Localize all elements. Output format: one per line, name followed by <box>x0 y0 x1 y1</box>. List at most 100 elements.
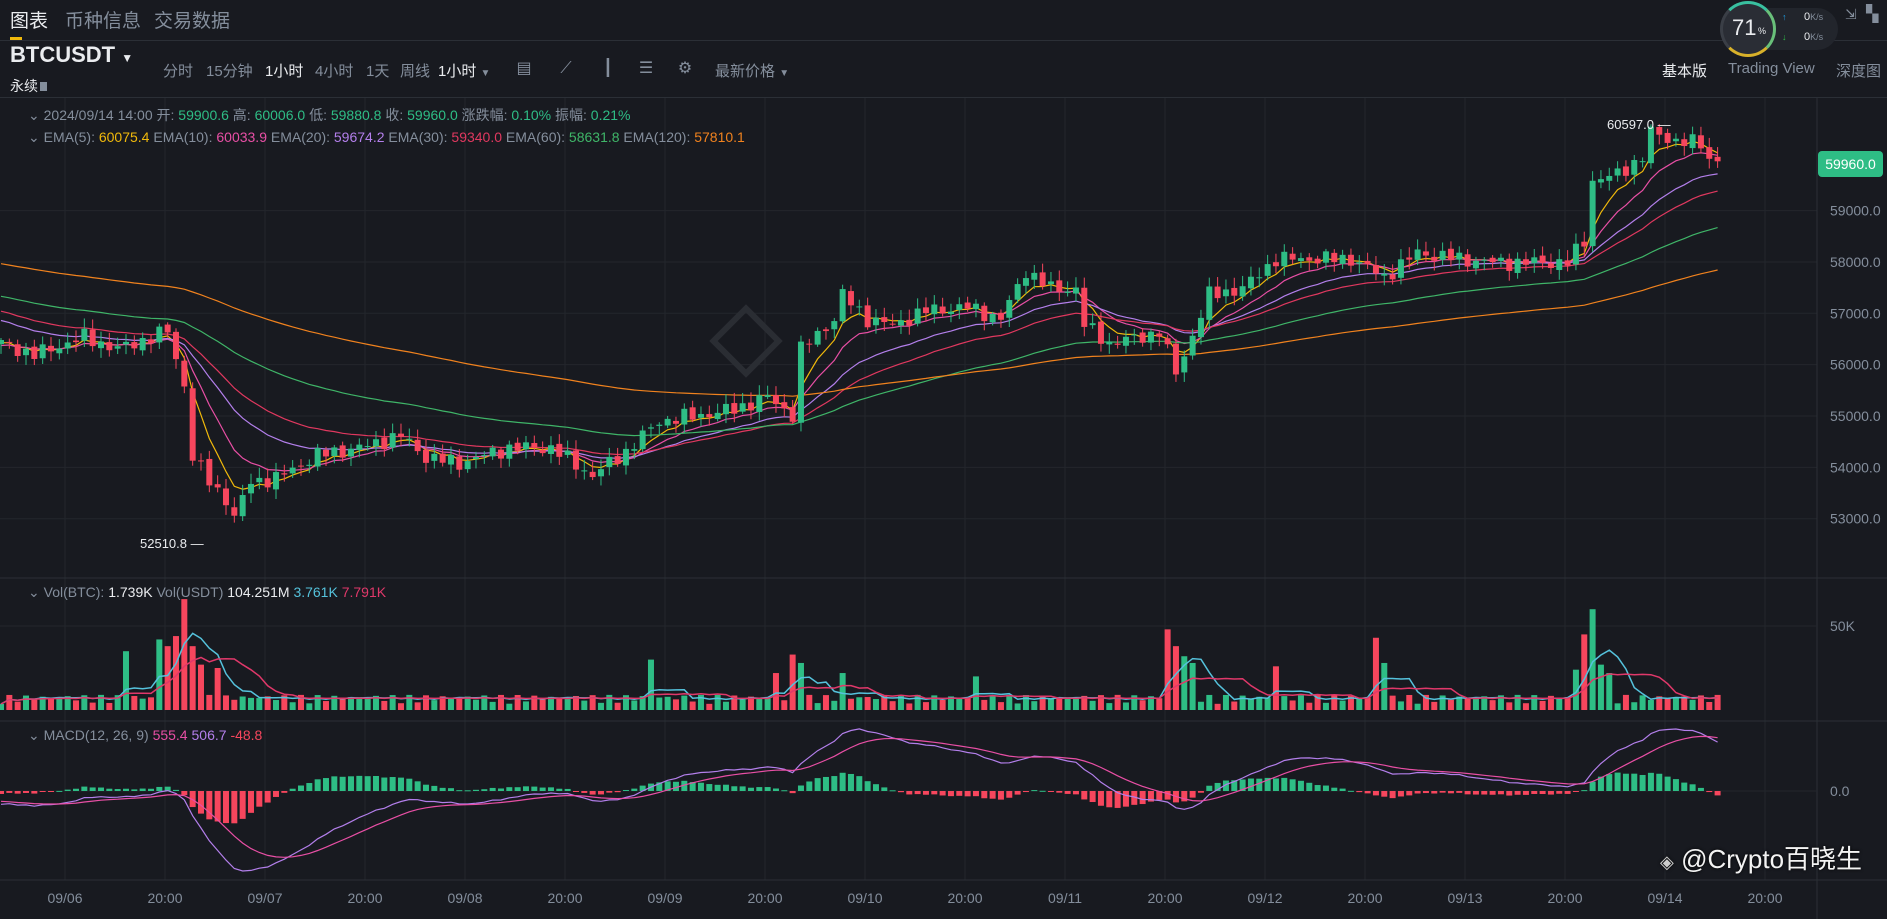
time-axis-label: 20:00 <box>1147 890 1182 906</box>
macd-label: MACD(12, 26, 9) <box>43 727 149 743</box>
interval-4h[interactable]: 4小时 <box>315 63 354 80</box>
volume-bar <box>839 673 846 710</box>
candle-body <box>1156 333 1163 337</box>
volume-bar <box>1281 696 1288 710</box>
ema30-label: EMA(30): <box>388 129 448 145</box>
view-basic[interactable]: 基本版 <box>1662 63 1708 80</box>
memory-gauge[interactable]: 71 % <box>1720 1 1776 57</box>
macd-histogram-bar <box>1464 791 1471 795</box>
volume-bar <box>872 699 879 710</box>
macd-histogram-bar <box>106 788 113 791</box>
candle-body <box>414 439 421 452</box>
macd-histogram-bar <box>1264 777 1271 791</box>
open-value: 59900.6 <box>178 107 229 123</box>
interval-dropdown[interactable]: 1小时 ▼ <box>438 60 490 81</box>
vol-btc-label: Vol(BTC): <box>43 584 105 600</box>
interval-15m[interactable]: 15分钟 <box>206 63 253 80</box>
candle-body <box>139 338 146 351</box>
candle-body <box>1581 241 1588 247</box>
interval-1d[interactable]: 1天 <box>366 63 390 80</box>
candle-body <box>847 291 854 306</box>
ema20-label: EMA(20): <box>270 129 330 145</box>
macd-histogram-bar <box>22 791 29 793</box>
candle-body <box>39 344 46 359</box>
macd-histogram-bar <box>1306 782 1313 791</box>
volume-bar <box>1206 694 1213 710</box>
candle-body <box>531 443 538 448</box>
macd-histogram-bar <box>572 791 579 792</box>
calendar-icon[interactable]: ▤ <box>516 60 532 77</box>
candle-body <box>1272 262 1279 267</box>
candle-body <box>1164 338 1171 345</box>
high-value: 60006.0 <box>254 107 306 123</box>
volume-bar <box>439 696 446 710</box>
candle-body <box>1239 286 1246 297</box>
interval-1w[interactable]: 周线 <box>400 63 431 80</box>
price-type-dropdown[interactable]: 最新价格 ▼ <box>715 60 789 81</box>
collapse-icon[interactable]: ⇲ <box>1845 6 1857 22</box>
macd-histogram-bar <box>1256 778 1263 791</box>
volume-bar <box>289 702 296 710</box>
macd-histogram-bar <box>689 782 696 791</box>
close-label: 收: <box>385 107 404 123</box>
candle-body <box>1139 332 1146 343</box>
volume-bar <box>1489 700 1496 710</box>
macd-histogram-bar <box>347 776 354 791</box>
tab-coin-info[interactable]: 币种信息 <box>65 11 142 32</box>
chevron-down-icon[interactable]: ⌄ <box>28 107 40 123</box>
view-tradingview[interactable]: Trading View <box>1728 60 1815 77</box>
chevron-down-icon[interactable]: ⌄ <box>28 584 40 600</box>
macd-histogram-bar <box>564 788 571 791</box>
volume-bar <box>1022 695 1029 710</box>
ema5-value: 60075.4 <box>98 129 150 145</box>
macd-histogram-bar <box>822 776 829 791</box>
macd-histogram-bar <box>431 785 438 791</box>
volume-bar <box>1289 700 1296 710</box>
volume-bar <box>139 698 146 710</box>
volume-bar <box>706 703 713 710</box>
interval-1h[interactable]: 1小时 <box>265 63 304 80</box>
vol-usdt-value: 104.251M <box>227 584 290 600</box>
macd-dea-line <box>0 735 1718 858</box>
symbol-selector[interactable]: BTCUSDT ▼ <box>10 42 133 68</box>
layout-icon[interactable]: ☰ <box>638 60 654 77</box>
candle-body <box>572 450 579 470</box>
price-axis-label: 57000.0 <box>1830 305 1881 321</box>
tab-chart[interactable]: 图表 <box>10 11 49 32</box>
candle-body <box>972 303 979 310</box>
volume-bar <box>181 599 188 710</box>
candle-body <box>1506 258 1513 271</box>
candle-body <box>289 467 296 474</box>
volume-bar <box>1656 696 1663 710</box>
volume-bar <box>1272 666 1279 710</box>
volume-bar <box>1347 696 1354 710</box>
candle-body <box>122 341 129 345</box>
macd-histogram-bar <box>1472 791 1479 795</box>
macd-histogram-bar <box>1081 791 1088 800</box>
candle-body <box>1064 291 1071 293</box>
macd-histogram-bar <box>756 787 763 791</box>
volume-bar <box>1322 702 1329 710</box>
view-depth[interactable]: 深度图 <box>1836 63 1882 80</box>
indicator-icon[interactable]: ⟋ <box>560 60 572 77</box>
vol-ma5-value: 3.761K <box>293 584 338 600</box>
candle-body <box>1681 139 1688 147</box>
macd-histogram-bar <box>722 784 729 791</box>
tab-trade-data[interactable]: 交易数据 <box>154 11 231 32</box>
chevron-down-icon[interactable]: ⌄ <box>28 129 40 145</box>
chevron-down-icon[interactable]: ⌄ <box>28 727 40 743</box>
volume-bar <box>1647 700 1654 710</box>
apps-grid-icon[interactable]: ▚ <box>1866 6 1879 23</box>
macd-axis-label: 0.0 <box>1830 783 1850 799</box>
candle-body <box>356 444 363 450</box>
macd-histogram-bar <box>1372 791 1379 796</box>
macd-histogram-bar <box>447 788 454 791</box>
candle-body <box>481 455 488 457</box>
settings-gear-icon[interactable]: ⚙ <box>677 60 693 77</box>
last-price-tag: 59960.0 <box>1818 151 1883 177</box>
gauge-percent: 71 <box>1732 15 1757 40</box>
interval-time[interactable]: 分时 <box>163 63 194 80</box>
candle-type-icon[interactable]: ┃ <box>603 60 613 77</box>
macd-histogram-bar <box>1564 791 1571 794</box>
